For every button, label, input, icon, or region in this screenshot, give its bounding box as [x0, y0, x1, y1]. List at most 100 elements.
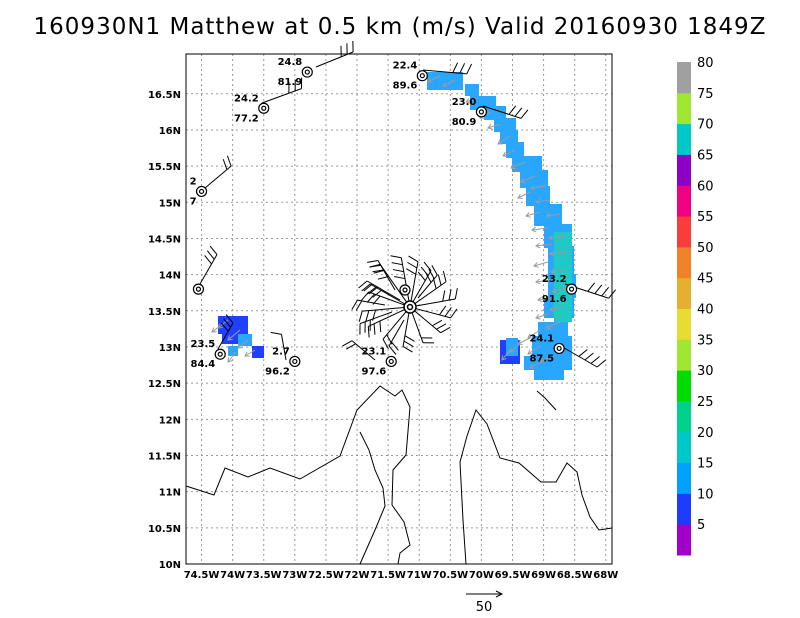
colorbar-swatch	[677, 246, 691, 279]
wind-barb	[217, 314, 234, 350]
coastline-segment	[359, 431, 386, 565]
wind-vector	[517, 191, 531, 199]
colorbar-label: 40	[697, 303, 714, 318]
station-s6[interactable]	[192, 283, 205, 295]
station-marker-outer	[214, 348, 226, 360]
colorbar-label: 25	[697, 395, 714, 410]
wind-barb	[411, 312, 435, 344]
wind-pixel	[534, 204, 562, 226]
wind-pixel	[465, 84, 479, 96]
colorbar-label: 55	[697, 210, 714, 225]
station-marker-outer	[475, 106, 488, 118]
wind-barb	[361, 291, 405, 306]
wind-barb	[261, 77, 303, 104]
station-value-top: 24.2	[234, 93, 259, 104]
reference-vector-label: 50	[476, 600, 493, 615]
y-tick-label: 11.5N	[148, 451, 181, 462]
wind-vector	[509, 343, 521, 353]
wind-pixel	[494, 118, 516, 132]
station-s8[interactable]: 2.7 96.2	[265, 346, 301, 377]
y-tick-label: 12.5N	[148, 379, 181, 390]
reference-arrow-head	[495, 590, 504, 598]
wind-barbs	[199, 41, 617, 368]
wind-barb	[367, 260, 396, 291]
station-s4[interactable]: 23.0 80.9	[452, 97, 488, 128]
colorbar: 5 10 15 20 25 30 35 40 45 50 55 60 65 70 75 80	[677, 56, 714, 556]
station-s1[interactable]: 24.8 81.9	[278, 57, 313, 88]
wind-vector	[531, 226, 549, 233]
wind-vector	[548, 234, 566, 241]
y-axis-labels: 10N 10.5N 11N 11.5N 12N 12.5N 13N 13.5N 14N 14.5N…	[148, 90, 181, 571]
wind-barb	[412, 261, 432, 303]
y-tick-label: 10.5N	[148, 524, 181, 535]
wind-pixel	[524, 356, 572, 370]
colorbar-label: 15	[697, 457, 714, 472]
station-value-bottom: 97.6	[362, 366, 387, 377]
wind-pixel	[222, 334, 238, 344]
wind-vector	[535, 278, 551, 285]
coastline	[185, 385, 613, 565]
y-tick-label: 11N	[159, 488, 181, 499]
wind-vectors	[211, 75, 567, 369]
wind-vector	[535, 313, 549, 320]
y-tick-label: 14N	[159, 271, 181, 282]
station-marker-outer	[301, 66, 313, 78]
y-tick-label: 13N	[159, 343, 181, 354]
x-tick-label: 69.5W	[495, 570, 531, 581]
station-s2[interactable]: 24.2 77.2	[234, 93, 270, 124]
x-tick-label: 70.5W	[432, 570, 468, 581]
wind-vector	[551, 287, 567, 294]
wind-vector	[227, 351, 237, 363]
station-s3[interactable]: 22.4 89.6	[393, 61, 428, 92]
wind-speed-pixels	[218, 72, 576, 380]
x-tick-label: 74.5W	[184, 570, 220, 581]
wind-vector	[527, 345, 541, 355]
colorbar-swatch	[677, 339, 691, 371]
x-tick-label: 71W	[407, 570, 432, 581]
station-s11[interactable]: 24.1 87.5	[529, 333, 565, 364]
wind-vector	[442, 79, 456, 87]
wind-vector	[527, 329, 541, 339]
colorbar-swatch	[677, 370, 691, 402]
wind-barb	[414, 270, 447, 304]
station-value-top: 2	[190, 176, 197, 187]
x-tick-label: 74W	[220, 570, 245, 581]
wind-barb	[358, 307, 405, 322]
wind-vector	[535, 242, 553, 249]
station-marker-outer	[258, 102, 270, 114]
station-s7[interactable]: 23.5 84.4	[191, 339, 226, 370]
station-value-top: 23.0	[452, 97, 477, 108]
wind-barb	[204, 155, 232, 189]
y-tick-label: 15.5N	[148, 162, 181, 173]
y-tick-label: 13.5N	[148, 307, 181, 318]
colorbar-label: 45	[697, 272, 714, 287]
x-tick-label: 69W	[531, 570, 556, 581]
station-s10[interactable]: 23.2 91.6	[542, 274, 578, 305]
station-s5[interactable]: 27	[190, 176, 208, 207]
wind-pixel	[238, 334, 252, 346]
wind-vector	[510, 161, 526, 170]
x-tick-label: 72W	[345, 570, 370, 581]
colorbar-label: 20	[697, 426, 714, 441]
station-s9[interactable]: 23.1 97.6	[362, 346, 397, 377]
station-value-bottom: 91.6	[542, 294, 567, 305]
wind-vector	[549, 250, 567, 257]
station-value-bottom: 89.6	[393, 81, 418, 92]
x-tick-label: 73.5W	[246, 570, 282, 581]
wind-vector	[497, 135, 511, 145]
y-tick-label: 16.5N	[148, 90, 181, 101]
wind-barb	[270, 331, 287, 361]
station-marker-outer	[192, 283, 205, 295]
wind-barb	[367, 309, 405, 338]
x-axis-labels: 74.5W 74W 73.5W 73W 72.5W 72W 71.5W 71W 70.5W 70W…	[184, 570, 619, 581]
x-tick-label: 70W	[469, 570, 494, 581]
station-marker-outer	[565, 283, 578, 295]
wind-barb	[406, 255, 419, 302]
wind-barb	[351, 299, 386, 311]
wind-vector	[520, 175, 536, 184]
colorbar-swatch	[677, 216, 691, 248]
wind-barb	[199, 245, 218, 285]
colorbar-label: 10	[697, 487, 714, 502]
colorbar-label: 35	[697, 333, 714, 348]
station-value-top: 24.8	[278, 57, 303, 68]
